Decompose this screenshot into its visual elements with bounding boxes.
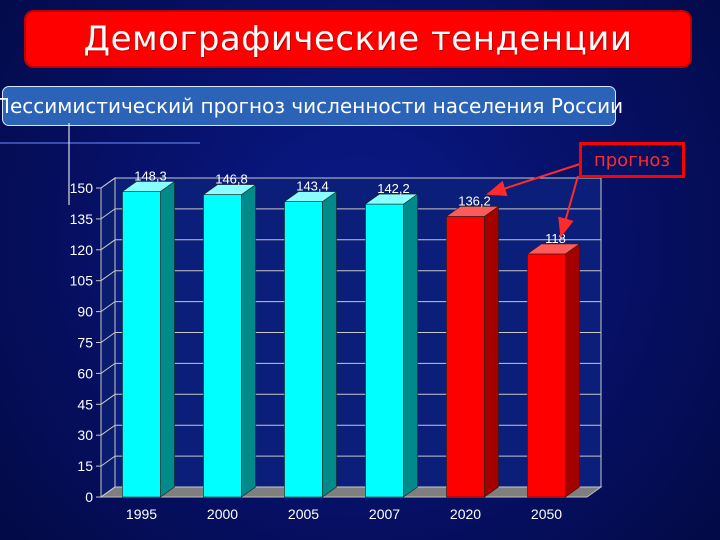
slide-title-banner: Демографические тенденции [24, 10, 692, 68]
bar-side [322, 191, 337, 498]
forecast-arrow-2050 [558, 175, 579, 238]
forecast-arrows [486, 163, 581, 238]
bar-top [121, 181, 176, 192]
gridline [100, 424, 601, 436]
y-tick-label: 60 [77, 365, 93, 381]
bar-side [565, 243, 580, 498]
gridline [100, 332, 601, 343]
x-category-label: 2005 [288, 506, 319, 522]
bar-side [160, 180, 175, 498]
y-tick-label: 30 [77, 427, 93, 443]
forecast-callout-label: прогноз [593, 149, 671, 171]
bar-front [203, 194, 242, 498]
x-category-label: 1995 [126, 506, 157, 522]
bar-value-label: 148,3 [134, 169, 167, 184]
bar-front [527, 253, 566, 498]
bar-side [241, 184, 256, 498]
x-category-label: 2050 [531, 506, 562, 522]
bar-front [122, 191, 161, 498]
bar-value-label: 142,2 [377, 181, 410, 196]
bar-side [484, 205, 499, 498]
bar-top [283, 191, 338, 202]
gridline [100, 177, 601, 189]
y-tick-label: 120 [70, 242, 94, 258]
gridline [100, 362, 601, 374]
y-tick-label: 135 [70, 211, 94, 227]
bar-value-label: 136,2 [458, 193, 491, 208]
gridline [100, 239, 601, 251]
forecast-arrow-2020 [486, 163, 581, 197]
bar-side [403, 193, 418, 498]
y-tick-label: 90 [77, 304, 93, 320]
slide-subtitle: Пессимистический прогноз численности нас… [0, 94, 624, 118]
y-tick-label: 150 [70, 180, 94, 196]
gridline [100, 208, 601, 220]
x-category-label: 2000 [207, 506, 238, 522]
y-tick-label: 0 [85, 489, 93, 505]
bar-front [284, 201, 323, 498]
forecast-callout: прогноз [579, 142, 685, 178]
x-category-label: 2007 [369, 506, 400, 522]
bar-top [445, 206, 500, 217]
bar-front [446, 216, 485, 498]
gridline [100, 270, 601, 282]
bar-value-label: 146,8 [215, 172, 248, 187]
slide-subtitle-box: Пессимистический прогноз численности нас… [0, 86, 623, 126]
gridline [100, 301, 601, 313]
bar-top [202, 184, 257, 195]
y-tick-label: 15 [77, 458, 93, 474]
gridline [100, 393, 601, 405]
sparkle-decoration [0, 123, 200, 205]
bar-front [365, 203, 404, 498]
bar-value-label: 143,4 [296, 179, 329, 194]
x-category-label: 2020 [450, 506, 481, 522]
y-tick-label: 75 [77, 335, 93, 351]
bar-top [364, 193, 419, 205]
gridline [100, 455, 601, 467]
y-tick-label: 45 [77, 396, 93, 412]
gridline [100, 486, 601, 498]
y-tick-label: 105 [70, 273, 94, 289]
slide-title: Демографические тенденции [83, 19, 633, 59]
bar-top [526, 243, 581, 255]
plot-floor [99, 486, 603, 498]
